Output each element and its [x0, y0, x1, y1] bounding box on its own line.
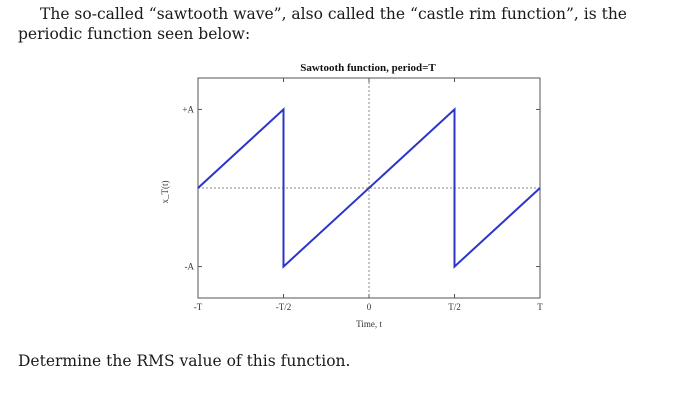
- y-tick-label: -A: [185, 262, 195, 272]
- x-tick-label: T/2: [448, 302, 461, 312]
- sawtooth-line: [197, 107, 541, 269]
- x-axis-label: Time, t: [356, 319, 382, 329]
- x-tick-label: T: [537, 302, 543, 312]
- axis-ticks: -T -T/2 0 T/2 T +A -A: [182, 78, 543, 312]
- chart-title: Sawtooth function, period=T: [300, 62, 436, 74]
- sawtooth-figure: Sawtooth function, period=T -T -T/2 0 T/2 T +…: [150, 50, 570, 340]
- x-tick-label: -T/2: [276, 302, 292, 312]
- plot-series: [197, 107, 541, 269]
- x-tick-label: 0: [367, 302, 372, 312]
- y-tick-label: +A: [182, 104, 194, 114]
- question-text: Determine the RMS value of this function…: [18, 352, 351, 370]
- intro-paragraph: The so-called “sawtooth wave”, also call…: [18, 5, 627, 43]
- x-tick-label: -T: [194, 302, 203, 312]
- sawtooth-chart: Sawtooth function, period=T -T -T/2 0 T/2 T +…: [160, 62, 543, 329]
- y-axis-label: x_T(t): [160, 181, 170, 204]
